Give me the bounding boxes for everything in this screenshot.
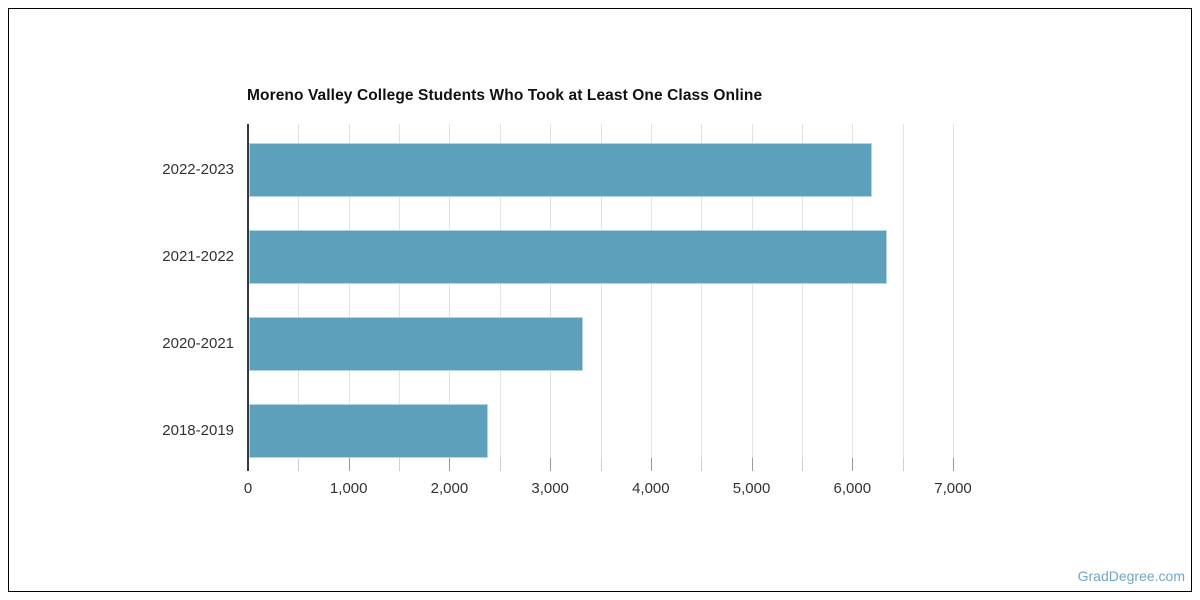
minor-gridline (902, 124, 904, 458)
x-tick-label: 1,000 (329, 480, 368, 497)
x-axis-major-tick (550, 458, 552, 471)
major-gridline (650, 124, 652, 458)
category-label: 2020-2021 (162, 335, 234, 352)
x-axis-minor-tick (499, 458, 501, 471)
chart-title: Moreno Valley College Students Who Took … (247, 87, 763, 104)
major-gridline (953, 124, 954, 458)
x-axis-major-tick (852, 458, 854, 471)
chart-frame: Moreno Valley College Students Who Took … (8, 8, 1192, 592)
major-gridline (348, 124, 350, 458)
x-tick-label: 7,000 (934, 480, 972, 497)
category-label: 2018-2019 (162, 422, 234, 439)
minor-gridline (801, 124, 803, 458)
minor-gridline (298, 124, 300, 458)
bar-2022-2023 (249, 143, 873, 197)
x-axis-major-tick (449, 458, 451, 471)
x-axis-major-tick (953, 458, 954, 471)
x-axis-major-tick (348, 458, 350, 471)
x-axis-major-tick (751, 458, 753, 471)
minor-gridline (701, 124, 703, 458)
x-tick-label: 0 (243, 480, 253, 497)
major-gridline (449, 124, 451, 458)
watermark-link[interactable]: GradDegree.com (1077, 568, 1185, 584)
x-axis-minor-tick (298, 458, 300, 471)
bar-2021-2022 (249, 230, 887, 284)
major-gridline (852, 124, 854, 458)
x-axis-minor-tick (600, 458, 602, 471)
minor-gridline (399, 124, 401, 458)
x-axis-major-tick (650, 458, 652, 471)
x-axis-minor-tick (801, 458, 803, 471)
x-tick-label: 2,000 (430, 480, 469, 497)
category-label: 2021-2022 (162, 248, 234, 265)
x-axis-minor-tick (701, 458, 703, 471)
x-tick-label: 6,000 (833, 480, 872, 497)
major-gridline (751, 124, 753, 458)
y-axis-line (247, 124, 249, 471)
minor-gridline (600, 124, 602, 458)
minor-gridline (499, 124, 501, 458)
bar-2018-2019 (249, 404, 488, 458)
x-axis-minor-tick (902, 458, 904, 471)
x-axis-minor-tick (399, 458, 401, 471)
x-tick-label: 3,000 (531, 480, 569, 497)
x-tick-label: 5,000 (732, 480, 771, 497)
bar-2020-2021 (249, 317, 584, 371)
plot-area: 2022-2023 2021-2022 2020-2021 2018-2019 0 1,0… (9, 9, 1191, 591)
category-label: 2022-2023 (162, 161, 234, 178)
major-gridline (550, 124, 552, 458)
x-tick-label: 4,000 (632, 480, 670, 497)
